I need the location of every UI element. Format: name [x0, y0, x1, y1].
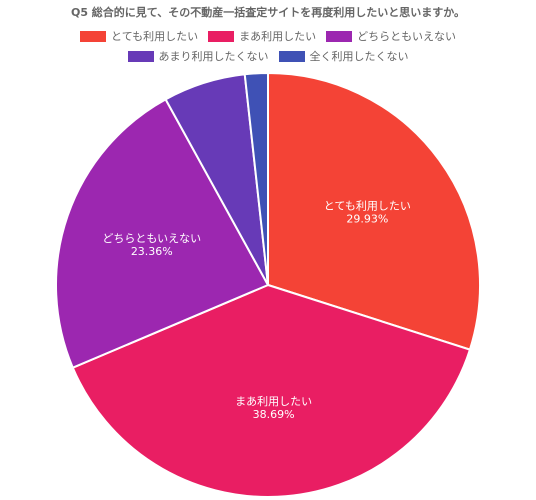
legend-item-very-willing[interactable]: とても利用したい	[80, 28, 198, 44]
legend-label: とても利用したい	[111, 30, 199, 43]
slice-category-label: どちらともいえない	[102, 232, 201, 245]
legend-item-not-very-willing[interactable]: あまり利用したくない	[127, 48, 269, 64]
legend-swatch	[80, 30, 107, 42]
slice-value-label: 29.93%	[346, 213, 388, 226]
legend-item-neutral[interactable]: どちらともいえない	[326, 28, 456, 44]
legend-swatch	[278, 50, 305, 62]
legend-row: とても利用したい まあ利用したい どちらともいえない	[0, 28, 536, 44]
legend-row: あまり利用したくない 全く利用したくない	[0, 48, 536, 64]
legend-label: 全く利用したくない	[309, 50, 409, 63]
legend-item-not-at-all-willing[interactable]: 全く利用したくない	[278, 48, 409, 64]
legend-label: あまり利用したくない	[158, 50, 269, 63]
slice-somewhat-willing[interactable]	[71, 283, 472, 498]
chart-title: Q5 総合的に見て、その不動産一括査定サイトを再度利用したいと思いますか。	[70, 6, 466, 19]
slice-value-label: 23.36%	[131, 245, 173, 258]
slice-category-label: まあ利用したい	[235, 395, 312, 408]
slice-not-at-all-willing[interactable]	[243, 71, 269, 286]
legend-swatch	[326, 30, 353, 42]
legend-swatch	[208, 30, 235, 42]
slice-neutral[interactable]	[55, 97, 270, 370]
slice-very-willing[interactable]	[267, 71, 481, 351]
slice-value-label: 38.69%	[253, 408, 295, 421]
legend-label: まあ利用したい	[239, 30, 317, 43]
legend-item-somewhat-willing[interactable]: まあ利用したい	[208, 28, 316, 44]
legend-label: どちらともいえない	[357, 30, 456, 43]
slice-category-label: とても利用したい	[324, 200, 411, 213]
legend-swatch	[127, 50, 154, 62]
